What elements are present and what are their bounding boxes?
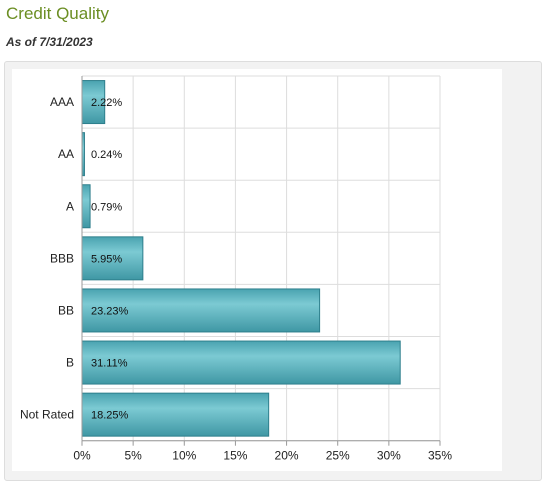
bar-a bbox=[81, 184, 91, 229]
x-tick-label-35: 35% bbox=[428, 449, 452, 463]
category-label-a: A bbox=[66, 199, 74, 213]
data-label-not-rated: 18.25% bbox=[91, 410, 129, 422]
bar-not-rated bbox=[81, 392, 270, 437]
category-label-bb: BB bbox=[58, 303, 74, 317]
x-tick-label-30: 30% bbox=[377, 449, 401, 463]
chart-title: Credit Quality bbox=[6, 4, 109, 23]
x-tick-label-10: 10% bbox=[172, 449, 196, 463]
as-of-date: As of 7/31/2023 bbox=[6, 35, 93, 49]
category-label-b: B bbox=[66, 356, 74, 370]
data-label-b: 31.11% bbox=[91, 358, 128, 370]
category-label-not-rated: Not Rated bbox=[20, 408, 74, 422]
x-tick-label-15: 15% bbox=[223, 449, 247, 463]
data-label-bb: 23.23% bbox=[91, 305, 129, 317]
axes: AAA 2.22% AA 0.24% A 0.79% BBB 5.95% BB 23.23% B 31… bbox=[20, 76, 452, 463]
data-label-aa: 0.24% bbox=[91, 149, 122, 161]
x-tick-label-25: 25% bbox=[326, 449, 350, 463]
category-label-aaa: AAA bbox=[50, 95, 74, 109]
x-tick-label-5: 5% bbox=[124, 449, 142, 463]
category-label-aa: AA bbox=[58, 147, 74, 161]
bar-b bbox=[81, 340, 401, 385]
data-label-aaa: 2.22% bbox=[91, 97, 122, 109]
x-tick-label-20: 20% bbox=[275, 449, 299, 463]
bars bbox=[81, 80, 401, 437]
data-label-bbb: 5.95% bbox=[91, 253, 122, 265]
data-label-a: 0.79% bbox=[91, 201, 122, 213]
x-tick-label-0: 0% bbox=[73, 449, 91, 463]
category-label-bbb: BBB bbox=[50, 251, 74, 265]
